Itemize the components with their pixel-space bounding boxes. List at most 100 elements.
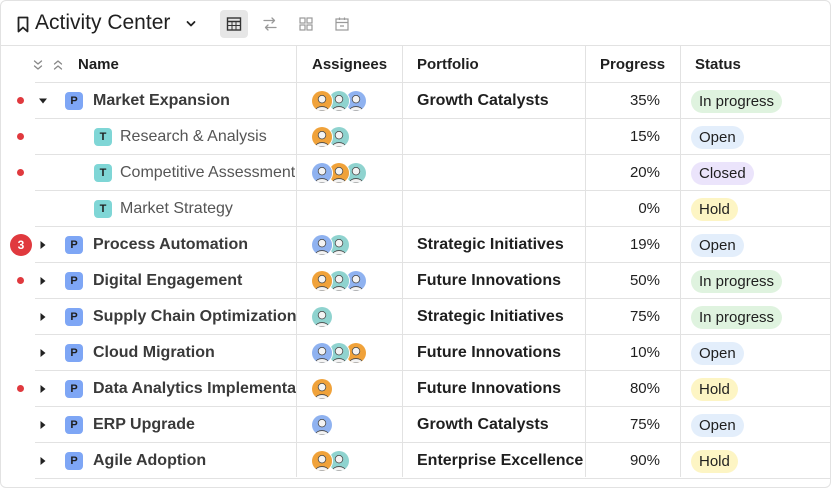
portfolio-name[interactable]: Growth Catalysts [417, 92, 549, 109]
row-name[interactable]: Cloud Migration [93, 344, 215, 361]
table-row[interactable]: P Market Expansion Growth Catalysts 35% In p… [1, 83, 830, 119]
avatar[interactable] [311, 306, 333, 328]
row-name[interactable]: Digital Engagement [93, 272, 243, 289]
avatar[interactable] [311, 90, 333, 112]
column-divider[interactable] [585, 46, 586, 477]
progress-value: 0% [638, 200, 660, 217]
caret-right-icon[interactable] [38, 384, 48, 394]
project-type-badge: P [65, 272, 83, 290]
project-type-badge: P [65, 92, 83, 110]
caret-down-icon[interactable] [38, 96, 48, 106]
avatar[interactable] [311, 270, 333, 292]
status-badge[interactable]: In progress [691, 270, 783, 293]
bookmark-icon[interactable] [17, 16, 29, 33]
progress-value: 15% [629, 128, 660, 145]
unread-indicator-dot [17, 133, 24, 140]
row-divider [35, 406, 830, 407]
avatar[interactable] [328, 162, 350, 184]
portfolio-name[interactable]: Growth Catalysts [417, 416, 549, 433]
avatar[interactable] [328, 450, 350, 472]
row-name[interactable]: Process Automation [93, 236, 248, 253]
table-row[interactable]: P Supply Chain Optimization Strategic Init… [1, 299, 830, 335]
status-badge[interactable]: In progress [691, 306, 783, 329]
avatar[interactable] [328, 270, 350, 292]
column-divider[interactable] [402, 46, 403, 477]
table-row[interactable]: T Competitive Assessment 20% Closed [1, 155, 830, 191]
avatar[interactable] [345, 342, 367, 364]
row-name[interactable]: Competitive Assessment [120, 164, 295, 181]
table-row[interactable]: P Data Analytics Implementa Future Innovat… [1, 371, 830, 407]
project-type-badge: P [65, 344, 83, 362]
table-row[interactable]: P Agile Adoption Enterprise Excellence 90% H… [1, 443, 830, 479]
task-type-badge: T [94, 164, 112, 182]
row-divider [35, 118, 830, 119]
project-type-badge: P [65, 380, 83, 398]
caret-right-icon[interactable] [38, 348, 48, 358]
table-row[interactable]: 3 P Process Automation Strategic Initiative… [1, 227, 830, 263]
column-header-progress[interactable]: Progress [600, 56, 666, 73]
calendar-view-button[interactable] [328, 10, 356, 38]
caret-right-icon[interactable] [38, 312, 48, 322]
expand-all-icon[interactable] [52, 59, 64, 71]
portfolio-name[interactable]: Future Innovations [417, 380, 561, 397]
table-row[interactable]: T Research & Analysis 15% Open [1, 119, 830, 155]
table-view-button[interactable] [220, 10, 248, 38]
row-name[interactable]: Data Analytics Implementa [93, 380, 296, 397]
avatar[interactable] [311, 414, 333, 436]
status-badge[interactable]: Open [691, 342, 744, 365]
avatar[interactable] [311, 126, 333, 148]
collapse-all-icon[interactable] [32, 59, 44, 71]
status-badge[interactable]: Hold [691, 378, 738, 401]
row-name[interactable]: ERP Upgrade [93, 416, 195, 433]
board-view-button[interactable] [292, 10, 320, 38]
row-name[interactable]: Research & Analysis [120, 128, 267, 145]
unread-indicator-dot [17, 277, 24, 284]
table-row[interactable]: P ERP Upgrade Growth Catalysts 75% Open [1, 407, 830, 443]
status-badge[interactable]: Hold [691, 450, 738, 473]
status-badge[interactable]: Open [691, 414, 744, 437]
notification-count-badge[interactable]: 3 [10, 234, 32, 256]
avatar[interactable] [311, 162, 333, 184]
status-badge[interactable]: Open [691, 126, 744, 149]
column-header-portfolio[interactable]: Portfolio [417, 56, 479, 73]
avatar[interactable] [311, 378, 333, 400]
avatar[interactable] [311, 450, 333, 472]
portfolio-name[interactable]: Enterprise Excellence [417, 452, 584, 469]
row-name[interactable]: Market Expansion [93, 92, 230, 109]
table-row[interactable]: P Digital Engagement Future Innovations 50%… [1, 263, 830, 299]
project-type-badge: P [65, 308, 83, 326]
avatar[interactable] [328, 90, 350, 112]
progress-value: 50% [629, 272, 660, 289]
row-name[interactable]: Agile Adoption [93, 452, 207, 469]
status-badge[interactable]: In progress [691, 90, 783, 113]
caret-right-icon[interactable] [38, 456, 48, 466]
column-header-assignees[interactable]: Assignees [312, 56, 388, 73]
column-divider[interactable] [296, 46, 297, 477]
row-name[interactable]: Supply Chain Optimization [93, 308, 296, 325]
avatar[interactable] [311, 234, 333, 256]
column-header-name[interactable]: Name [78, 56, 119, 73]
status-badge[interactable]: Hold [691, 198, 738, 221]
portfolio-name[interactable]: Future Innovations [417, 344, 561, 361]
column-divider[interactable] [680, 46, 681, 477]
table-row[interactable]: T Market Strategy 0% Hold [1, 191, 830, 227]
status-badge[interactable]: Open [691, 234, 744, 257]
avatar[interactable] [345, 90, 367, 112]
page-title[interactable]: Activity Center [35, 11, 171, 34]
chevron-down-icon[interactable] [185, 18, 197, 30]
caret-right-icon[interactable] [38, 240, 48, 250]
portfolio-name[interactable]: Strategic Initiatives [417, 308, 564, 325]
portfolio-name[interactable]: Strategic Initiatives [417, 236, 564, 253]
caret-right-icon[interactable] [38, 276, 48, 286]
row-name[interactable]: Market Strategy [120, 200, 233, 217]
timeline-view-button[interactable] [256, 10, 284, 38]
column-header-status[interactable]: Status [695, 56, 741, 73]
caret-right-icon[interactable] [38, 420, 48, 430]
table-row[interactable]: P Cloud Migration Future Innovations 10% Ope… [1, 335, 830, 371]
avatar[interactable] [311, 342, 333, 364]
portfolio-name[interactable]: Future Innovations [417, 272, 561, 289]
status-badge[interactable]: Closed [691, 162, 754, 185]
table-icon [226, 17, 242, 31]
avatar[interactable] [345, 162, 367, 184]
progress-value: 75% [629, 308, 660, 325]
